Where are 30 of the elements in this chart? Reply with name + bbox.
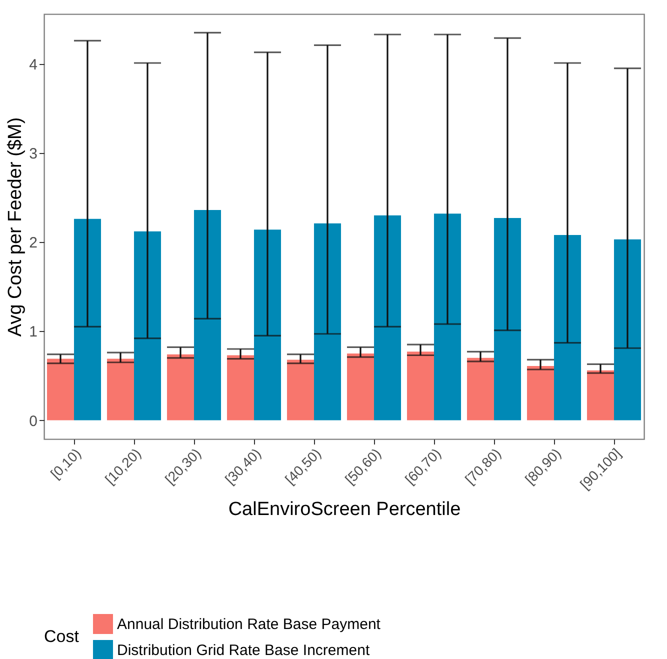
bar	[614, 239, 641, 420]
bar	[134, 231, 161, 420]
legend-label: Annual Distribution Rate Base Payment	[117, 616, 382, 633]
bar	[587, 370, 614, 420]
bar	[347, 353, 374, 420]
bar	[167, 354, 194, 420]
bar	[254, 230, 281, 420]
bar	[527, 366, 554, 420]
bar	[107, 358, 134, 420]
bar	[47, 358, 74, 420]
x-axis-title: CalEnviroScreen Percentile	[228, 499, 461, 520]
bar	[407, 352, 434, 420]
y-tick-label: 2	[29, 234, 38, 252]
y-axis-title: Avg Cost per Feeder ($M)	[5, 117, 26, 337]
bar	[314, 223, 341, 420]
bar	[227, 355, 254, 420]
y-tick-label: 1	[29, 324, 38, 341]
bar	[554, 234, 581, 420]
bar	[467, 358, 494, 420]
y-tick-label: 3	[29, 145, 38, 162]
bar	[374, 215, 401, 420]
bar	[434, 214, 461, 420]
y-tick-label: 4	[29, 56, 38, 74]
bar	[194, 210, 221, 420]
bar	[287, 360, 314, 420]
legend-title: Cost	[44, 627, 80, 646]
bar	[74, 218, 101, 420]
legend-label: Distribution Grid Rate Base Increment	[117, 642, 370, 659]
y-tick-label: 0	[29, 412, 38, 430]
bar	[494, 218, 521, 420]
